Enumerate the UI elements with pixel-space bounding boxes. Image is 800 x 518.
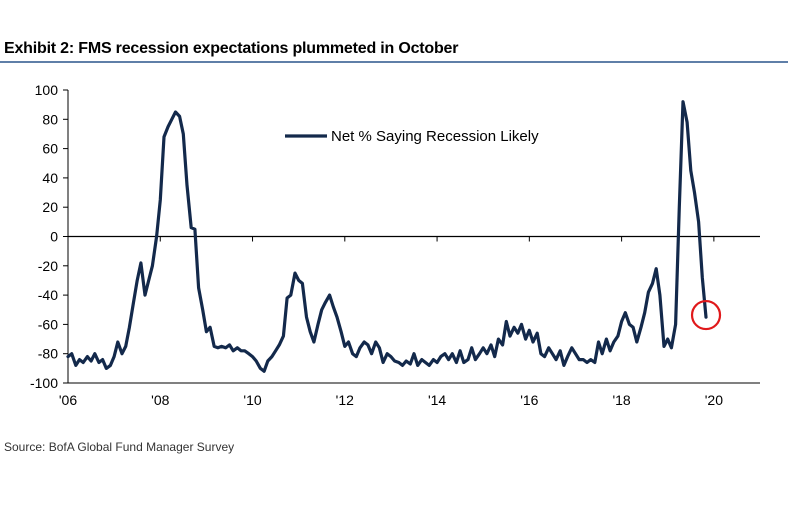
y-axis: 100 80 60 40 20 0 -20 -40 -60 -80 -100	[30, 82, 69, 391]
latest-point-highlight	[690, 299, 722, 331]
source-note: Source: BofA Global Fund Manager Survey	[4, 440, 235, 454]
y-tick-label: 80	[42, 111, 58, 127]
x-tick-label: '14	[428, 392, 446, 408]
y-tick-label: -100	[30, 375, 58, 391]
chart-title: Exhibit 2: FMS recession expectations pl…	[4, 40, 459, 57]
y-tick-label: 60	[42, 141, 58, 157]
x-axis: '06 '08 '10 '12 '14 '16 '18 '20	[59, 235, 760, 408]
x-tick-label: '08	[151, 392, 169, 408]
y-tick-label: -40	[38, 287, 58, 303]
y-tick-label: 0	[50, 229, 58, 245]
y-tick-label: -60	[38, 316, 58, 332]
x-tick-label: '18	[612, 392, 630, 408]
x-tick-label: '12	[336, 392, 354, 408]
plot-area	[66, 100, 722, 373]
y-tick-label: 40	[42, 170, 58, 186]
y-tick-label: 100	[35, 82, 59, 98]
x-tick-label: '06	[59, 392, 77, 408]
x-tick-label: '20	[705, 392, 723, 408]
legend-label: Net % Saying Recession Likely	[331, 128, 539, 145]
y-tick-label: -20	[38, 258, 58, 274]
x-tick-label: '16	[520, 392, 538, 408]
title-divider	[0, 61, 788, 63]
legend: Net % Saying Recession Likely	[285, 128, 539, 145]
y-tick-label: 20	[42, 199, 58, 215]
series-line-recession-likely	[66, 100, 708, 373]
line-chart: 100 80 60 40 20 0 -20 -40 -60 -80 -100 '06 '08 '10 '1…	[30, 82, 760, 408]
y-tick-label: -80	[38, 346, 58, 362]
x-tick-label: '10	[243, 392, 261, 408]
